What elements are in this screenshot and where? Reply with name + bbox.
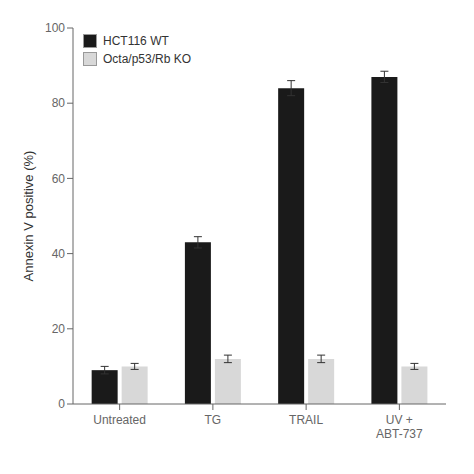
svg-text:60: 60 [52,172,66,186]
svg-text:0: 0 [58,397,65,411]
svg-text:80: 80 [52,96,66,110]
svg-text:100: 100 [45,21,65,35]
svg-text:Untreated: Untreated [93,413,146,427]
svg-text:40: 40 [52,247,66,261]
svg-text:TG: TG [205,413,222,427]
svg-text:Annexin V positive (%): Annexin V positive (%) [21,151,36,282]
html-text:HCT116 WT: HCT116 WT [103,34,169,48]
svg-text:TRAIL: TRAIL [289,413,323,427]
html-text:Octa/p53/Rb KO: Octa/p53/Rb KO [103,52,191,66]
svg-text:UV +ABT-737: UV +ABT-737 [376,413,423,441]
svg-text:20: 20 [52,322,66,336]
